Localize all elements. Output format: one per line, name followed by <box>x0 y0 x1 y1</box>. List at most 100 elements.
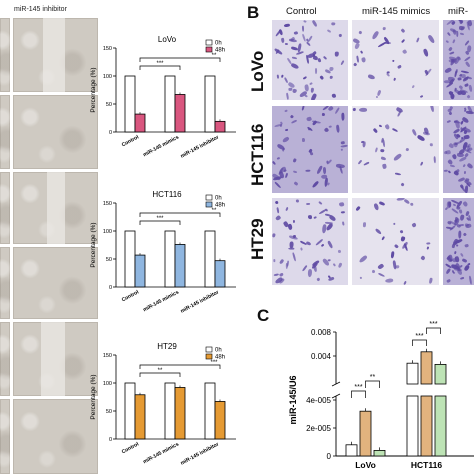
cell-stain <box>419 94 424 98</box>
micrograph-b <box>443 106 474 193</box>
cell-stain <box>458 230 462 239</box>
cell-stain <box>465 243 470 248</box>
cell-stain <box>328 214 337 222</box>
cell-stain <box>285 92 289 100</box>
micrograph-b <box>352 20 439 100</box>
cell-stain <box>371 269 376 274</box>
cell-stain <box>291 119 298 125</box>
cell-stain <box>310 93 318 100</box>
chart-mir145-u6: 0 2e-005 4e-005 0.004 0.008 miR-145/U6 LoVo HCT… <box>288 321 474 470</box>
cell-stain <box>392 60 395 63</box>
cell-stain <box>420 161 423 166</box>
cell-stain <box>323 56 328 61</box>
legend-swatch <box>205 201 213 208</box>
bar-48h <box>174 94 186 133</box>
sig-bracket-outer <box>139 212 221 217</box>
cell-stain <box>381 156 388 161</box>
y-tick-label: 0.004 <box>311 352 332 361</box>
cell-stain <box>317 57 322 63</box>
panel-a-column-label: miR-145 inhibitor <box>14 6 67 13</box>
cell-stain <box>373 202 380 211</box>
cell-stain <box>302 106 305 111</box>
y-tick-label: 100 <box>103 74 112 80</box>
cell-stain <box>284 42 288 45</box>
cell-stain <box>453 255 460 263</box>
cell-stain <box>359 276 362 279</box>
cell-stain <box>425 245 429 250</box>
cell-stain <box>449 164 456 168</box>
cell-stain <box>290 63 300 70</box>
sig-label: ** <box>158 368 163 374</box>
cell-stain <box>397 64 403 70</box>
cell-stain <box>378 124 382 128</box>
cell-stain <box>340 144 348 148</box>
bar-0h <box>204 75 216 133</box>
cell-stain <box>380 149 385 153</box>
cell-stain <box>458 209 463 214</box>
cell-stain <box>293 181 299 187</box>
cell-stain <box>292 234 296 238</box>
cell-stain <box>326 29 332 34</box>
cell-stain <box>356 55 360 63</box>
panel-b-row-hct116: HCT116 <box>248 123 267 186</box>
legend-label: 48h <box>215 355 225 361</box>
legend-label: 0h <box>215 196 222 202</box>
micrograph-a-1 <box>13 18 98 92</box>
sig-label: *** <box>156 216 164 222</box>
cell-stain <box>451 243 455 249</box>
cell-stain <box>272 161 277 166</box>
cell-stain <box>305 203 310 206</box>
cell-stain <box>308 214 313 220</box>
cell-stain <box>292 88 298 94</box>
cell-stain <box>445 268 452 275</box>
cell-stain <box>289 37 298 42</box>
sig-bracket-inner <box>139 372 181 377</box>
cell-stain <box>358 30 362 34</box>
bar-0h <box>124 230 136 288</box>
cell-stain <box>375 147 379 153</box>
cell-stain <box>448 58 457 63</box>
cell-stain <box>426 241 431 245</box>
cell-stain <box>327 182 331 187</box>
cell-stain <box>401 38 406 44</box>
cell-stain <box>382 26 386 30</box>
legend-swatch <box>205 346 213 353</box>
cell-stain <box>410 202 414 206</box>
cell-stain <box>292 158 297 163</box>
sig-bracket <box>426 327 441 334</box>
cell-stain <box>273 259 276 263</box>
axis-break <box>331 393 341 399</box>
cell-stain <box>468 84 473 93</box>
cell-stain <box>400 28 406 34</box>
cell-stain <box>328 66 334 72</box>
sig-label: *** <box>415 333 423 340</box>
bar <box>373 449 386 457</box>
y-tick-label: 0 <box>327 452 332 461</box>
x-tick-label: Control <box>121 441 141 455</box>
micrograph-b <box>272 106 348 193</box>
sig-bracket <box>412 339 427 346</box>
bar <box>420 351 433 385</box>
x-tick-label: miR-145 mimics <box>142 289 180 313</box>
bar-48h <box>214 120 226 133</box>
cell-stain <box>429 143 433 147</box>
sig-label: *** <box>156 61 164 67</box>
cell-stain <box>292 170 297 174</box>
cell-stain <box>447 170 452 174</box>
legend-swatch <box>205 46 213 53</box>
y-tick-label: 50 <box>106 102 112 108</box>
cell-stain <box>354 205 361 213</box>
cell-stain <box>340 60 345 66</box>
cell-stain <box>335 124 340 133</box>
micrograph-a-6-0 <box>0 399 10 474</box>
cell-stain <box>277 74 280 80</box>
cell-stain <box>433 156 437 165</box>
panel-b-col-inhibitor: miR- <box>448 6 469 17</box>
cell-stain <box>391 128 398 133</box>
x-tick-label: Control <box>121 134 141 148</box>
cell-stain <box>305 241 312 247</box>
panel-b-letter: B <box>247 3 260 22</box>
cell-stain <box>362 222 366 227</box>
micrograph-b <box>272 20 348 100</box>
bar-0h <box>124 382 136 440</box>
